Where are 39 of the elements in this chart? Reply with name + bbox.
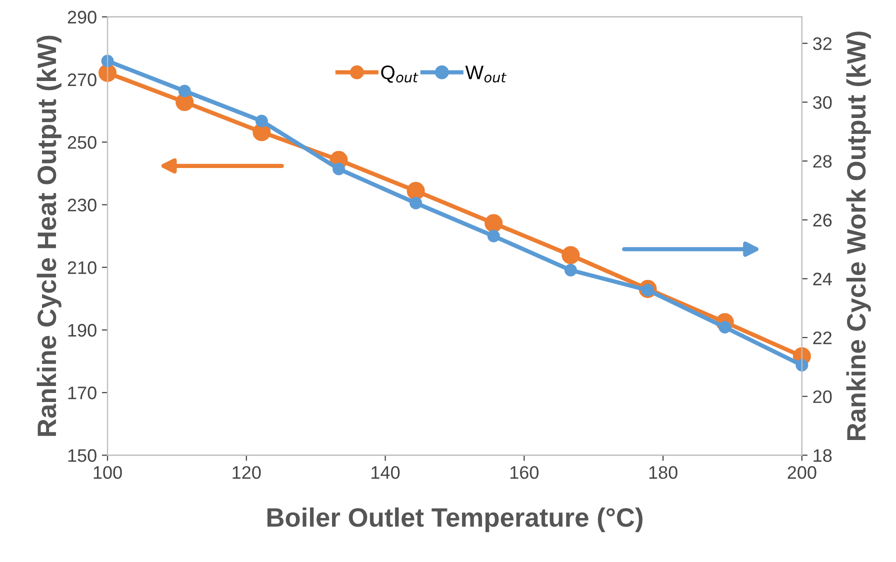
point	[101, 54, 114, 68]
point	[98, 64, 117, 82]
y-tick-label: 190	[68, 324, 96, 337]
x-tick-label: 200	[788, 466, 816, 479]
point	[487, 230, 500, 242]
x-tick-label: 180	[649, 466, 678, 479]
y2-tick-label: 28	[813, 154, 832, 168]
point	[564, 264, 577, 276]
x-tick-label: 100	[94, 466, 122, 479]
y2-tick-label: 32	[813, 37, 832, 50]
y-tick-label: 250	[68, 136, 96, 149]
y2-tick-label: 26	[813, 214, 832, 227]
y2-tick-label: 18	[814, 449, 832, 462]
point	[410, 196, 422, 210]
y2-tick-label: 22	[813, 331, 832, 344]
point	[484, 214, 503, 232]
x-tick-label: 120	[232, 466, 261, 479]
y-tick-label: 150	[68, 449, 96, 462]
y2-tick-label: 24	[813, 272, 832, 286]
y-axis-title: Rankine Cycle Heat Output (kW)	[36, 36, 62, 436]
y-tick-label: 230	[68, 198, 96, 212]
y2-axis-title: Rankine Cycle Work Output (kW)	[846, 32, 871, 440]
point	[562, 246, 580, 264]
legend-label: Q$_{out}$	[381, 66, 418, 83]
point	[178, 84, 191, 98]
y2-tick-label: 20	[813, 390, 832, 404]
point	[796, 358, 808, 372]
point	[406, 182, 425, 200]
y2-tick-label: 30	[813, 96, 832, 109]
y-tick-label: 210	[68, 261, 96, 274]
point	[332, 162, 346, 176]
y-tick-label: 290	[68, 10, 96, 24]
y-tick-label: 270	[68, 73, 96, 86]
x-axis-title: Boiler Outlet Temperature (°C)	[267, 507, 642, 532]
x-tick-label: 140	[372, 466, 400, 479]
y-tick-label: 170	[68, 386, 96, 400]
point	[255, 114, 268, 128]
x-tick-label: 160	[510, 466, 539, 479]
legend-label: W$_{out}$	[465, 66, 506, 82]
